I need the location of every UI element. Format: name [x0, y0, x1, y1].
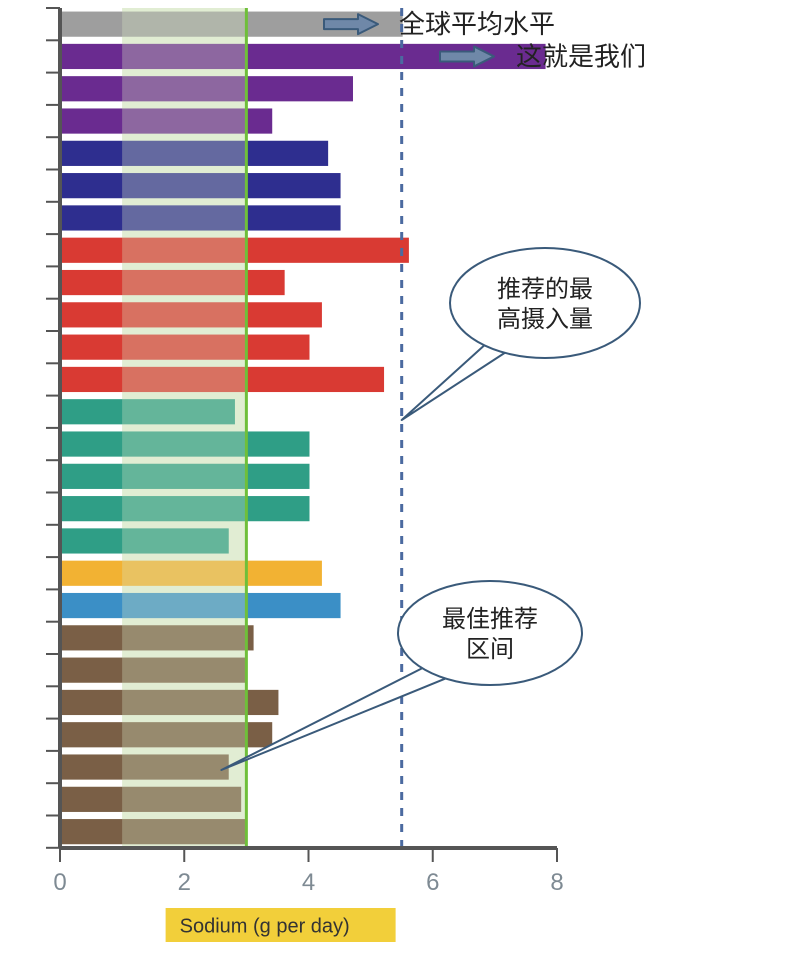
callout-max-line1: 推荐的最	[497, 276, 593, 303]
x-tick-label: 8	[550, 869, 563, 896]
chart-svg: 0 2 4 6 8 全球平均水平 这就是我们 推荐的最 高摄入量 最佳推荐 区间 Sod…	[0, 0, 795, 965]
label-global-avg: 全球平均水平	[399, 9, 555, 39]
x-axis-label: Sodium (g per day)	[180, 915, 350, 937]
x-axis-label-box: Sodium (g per day)	[166, 908, 396, 942]
plot-area: 0 2 4 6 8	[46, 8, 564, 896]
callout-best-line2: 区间	[466, 636, 514, 663]
callout-best-line1: 最佳推荐	[442, 606, 538, 633]
x-tick-label: 0	[53, 869, 66, 896]
recommended-band-overlay	[122, 8, 246, 848]
x-tick-label: 4	[302, 869, 315, 896]
label-this-is-us: 这就是我们	[516, 41, 646, 71]
x-tick-label: 6	[426, 869, 439, 896]
callout-max-line2: 高摄入量	[497, 306, 593, 333]
x-tick-label: 2	[178, 869, 191, 896]
callout-recommended-max: 推荐的最 高摄入量	[402, 248, 640, 420]
page-root: 0 2 4 6 8 全球平均水平 这就是我们 推荐的最 高摄入量 最佳推荐 区间 Sod…	[0, 0, 795, 965]
